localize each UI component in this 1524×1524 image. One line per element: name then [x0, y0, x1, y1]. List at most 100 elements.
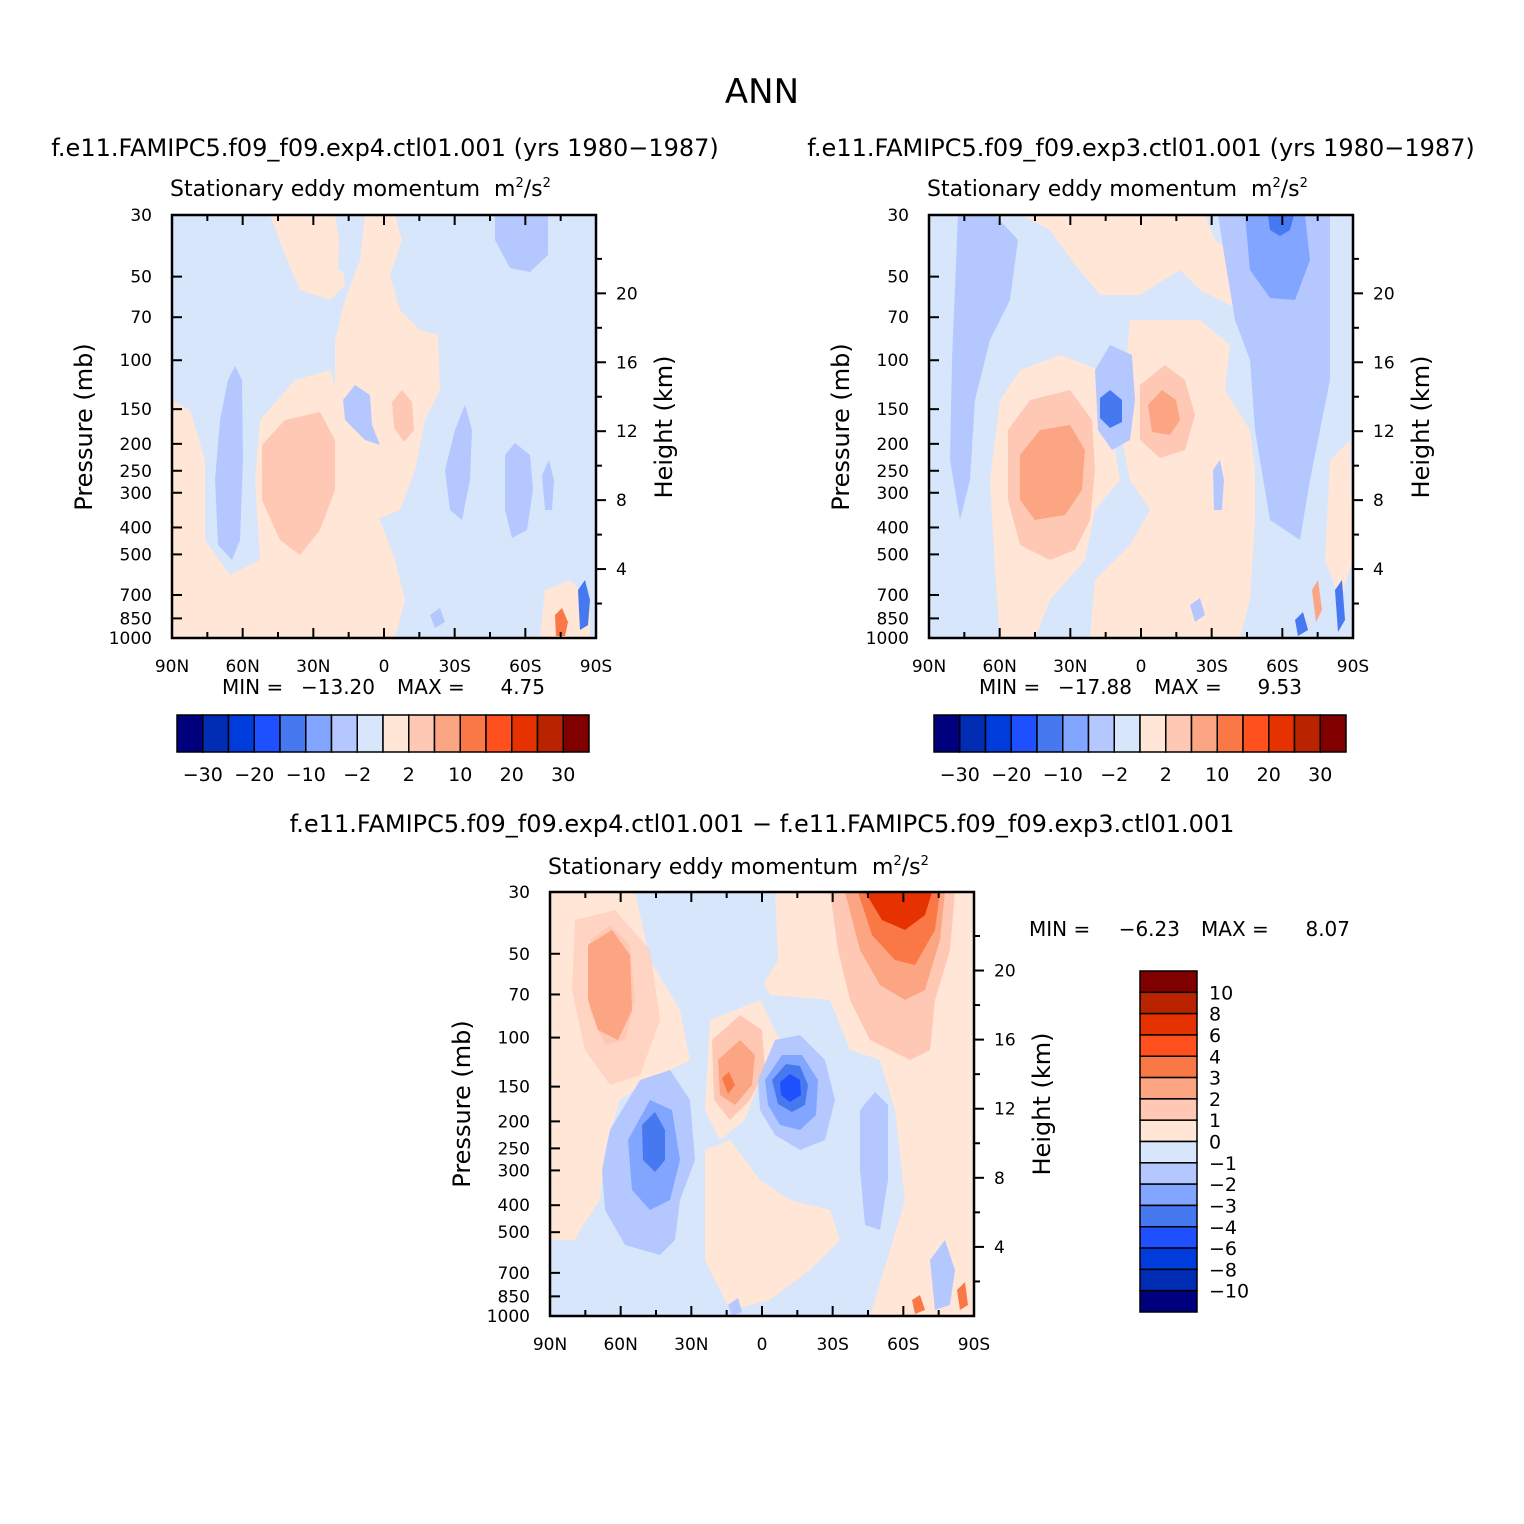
colorbar-box: [1293, 714, 1321, 753]
colorbar-label: 4: [1209, 1046, 1221, 1068]
colorbar-label: −10: [1209, 1281, 1249, 1303]
colorbar-label: 10: [1209, 982, 1233, 1004]
y-tick-label: 400: [498, 1196, 530, 1216]
colorbar-box: [1319, 714, 1347, 753]
panel-exp3-contours: [929, 215, 1353, 638]
colorbar-box: [1139, 1055, 1198, 1079]
panel-exp4: f.e11.FAMIPC5.f09_f09.exp4.ctl01.001 (yr…: [51, 134, 719, 786]
panel-diff-subtitle: Stationary eddy momentum m2/s2: [548, 854, 929, 880]
colorbar-box: [1268, 714, 1296, 753]
colorbar-box: [959, 714, 987, 753]
y-tick-label: 100: [120, 351, 152, 371]
panel-exp3-min-label: MIN =: [979, 675, 1040, 699]
contour-neg-4: [1268, 215, 1294, 236]
contour-pos-5: [555, 608, 568, 636]
x-tick-label: 0: [379, 657, 390, 677]
colorbar-label: −20: [991, 764, 1031, 786]
colorbar-label: 8: [1209, 1004, 1221, 1026]
panel-exp4-contours: [172, 215, 596, 638]
colorbar-label: 3: [1209, 1068, 1221, 1090]
colorbar-box: [1139, 714, 1167, 753]
colorbar-label: −4: [1209, 1217, 1237, 1239]
colorbar-box: [1062, 714, 1090, 753]
y-right-tick-label: 12: [616, 422, 638, 442]
contour-neg-6: [495, 215, 548, 272]
colorbar-box: [511, 714, 539, 753]
contour-neg-9: [578, 580, 590, 630]
panel-exp4-subtitle: Stationary eddy momentum m2/s2: [170, 176, 551, 202]
contour-neg-5: [542, 460, 554, 510]
colorbar-label: −20: [234, 764, 274, 786]
x-tick-label: 90S: [1337, 657, 1369, 677]
colorbar-label: −10: [286, 764, 326, 786]
contour-neg-7: [780, 1074, 801, 1102]
y-tick-label: 1000: [487, 1307, 530, 1327]
contour-neg-1: [215, 366, 243, 560]
contour-pos-core-1: [262, 412, 335, 555]
colorbar-box: [933, 714, 961, 753]
colorbar-box: [984, 714, 1012, 753]
x-tick-label: 60S: [887, 1335, 919, 1355]
y-tick-label: 70: [887, 308, 909, 328]
panel-exp3: f.e11.FAMIPC5.f09_f09.exp3.ctl01.001 (yr…: [807, 134, 1475, 786]
colorbar-box: [459, 714, 487, 753]
contour-neg-10: [1295, 612, 1308, 636]
panel-diff-max-label: MAX =: [1201, 917, 1269, 941]
y-tick-label: 50: [887, 268, 909, 288]
panel-exp4-ylabel: Pressure (mb): [70, 343, 98, 510]
contour-pos-band-7: [740, 892, 778, 990]
x-tick-label: 60N: [225, 657, 259, 677]
y-right-tick-label: 16: [616, 353, 638, 373]
colorbar-box: [176, 714, 204, 753]
colorbar-label: 10: [448, 764, 472, 786]
y-tick-label: 400: [120, 518, 152, 538]
contour-pos-1c: [588, 930, 632, 1040]
colorbar-box: [1139, 1012, 1198, 1036]
contour-pos-6: [957, 1282, 968, 1310]
y-tick-label: 30: [508, 883, 530, 903]
colorbar-box: [202, 714, 230, 753]
colorbar-label: −10: [1043, 764, 1083, 786]
colorbar-label: 20: [500, 764, 524, 786]
colorbar-label: 0: [1209, 1132, 1221, 1154]
y-tick-label: 300: [120, 484, 152, 504]
panel-exp3-ylabel: Pressure (mb): [827, 343, 855, 510]
contour-neg-2: [343, 385, 380, 445]
panel-diff-min-label: MIN =: [1029, 917, 1090, 941]
colorbar-box: [330, 714, 358, 753]
contour-neg-6: [1100, 390, 1122, 428]
y-right-tick-label: 4: [616, 560, 627, 580]
contour-pos-core-2: [1148, 390, 1180, 435]
contour-neg-8: [1190, 598, 1205, 622]
panel-exp3-title: f.e11.FAMIPC5.f09_f09.exp3.ctl01.001 (yr…: [807, 134, 1475, 162]
y-tick-label: 700: [877, 586, 909, 606]
panel-exp3-subtitle: Stationary eddy momentum m2/s2: [927, 176, 1308, 202]
y-tick-label: 150: [498, 1078, 530, 1098]
panel-diff-ylabel-right: Height (km): [1028, 1033, 1056, 1176]
y-tick-label: 500: [877, 545, 909, 565]
y-right-tick-label: 8: [616, 491, 627, 511]
contour-neg-7: [338, 215, 362, 275]
colorbar-label: 10: [1205, 764, 1229, 786]
panel-exp4-axes: 90N 60N 30N 0 30S 60S 90S 30 50 70 100 150 200 250300…: [109, 206, 638, 677]
colorbar-label: 2: [1160, 764, 1172, 786]
panel-exp4-colorbar: −30 −20 −10 −2 2 10 20 30: [176, 714, 590, 786]
colorbar-box: [227, 714, 255, 753]
y-tick-label: 500: [498, 1223, 530, 1243]
colorbar-box: [1139, 1289, 1198, 1313]
y-tick-label: 200: [120, 435, 152, 455]
contour-neg-1: [950, 215, 1018, 520]
colorbar-box: [1216, 714, 1244, 753]
colorbar-label: −1: [1209, 1153, 1237, 1175]
x-tick-label: 30N: [296, 657, 330, 677]
y-tick-label: 400: [877, 518, 909, 538]
x-tick-label: 60S: [509, 657, 541, 677]
y-tick-label: 70: [508, 985, 530, 1005]
panel-exp4-min-label: MIN =: [222, 675, 283, 699]
y-tick-label: 50: [130, 268, 152, 288]
colorbar-box: [1139, 1226, 1198, 1249]
colorbar-box: [1036, 714, 1064, 753]
colorbar-box: [1139, 1204, 1198, 1228]
contour-pos-5: [1312, 580, 1322, 622]
y-right-tick-label: 20: [1373, 284, 1395, 304]
